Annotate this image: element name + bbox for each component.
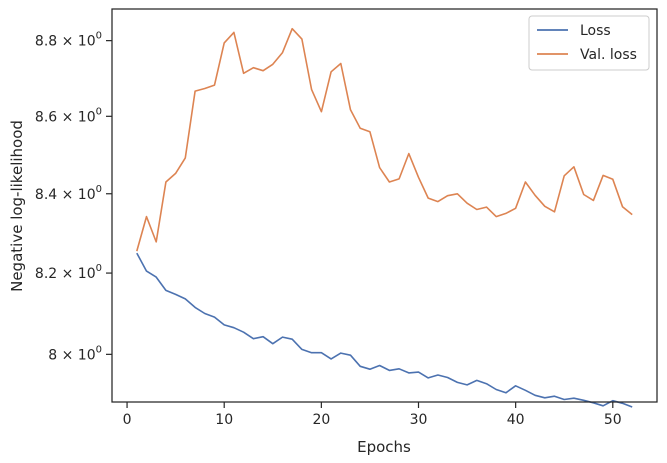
plot-frame: [111, 8, 658, 403]
series-line-loss: [136, 252, 633, 408]
x-tick-label: 50: [604, 412, 622, 428]
y-tick-label: 8.8 × 100: [35, 31, 102, 50]
x-tick-label: 0: [123, 412, 132, 428]
legend-label-loss: Loss: [580, 23, 611, 39]
legend-label-val-loss: Val. loss: [580, 47, 637, 63]
x-tick-label: 10: [215, 412, 233, 428]
x-tick-label: 40: [507, 412, 525, 428]
tick-layer: 0 10 20 30 40 50 8 × 100 8.2 × 100 8.4 × 100 8.6 …: [35, 31, 622, 428]
y-tick-label: 8.4 × 100: [35, 184, 102, 203]
x-tick-label: 20: [312, 412, 330, 428]
y-tick-label: 8.2 × 100: [35, 263, 102, 282]
x-tick-label: 30: [410, 412, 428, 428]
y-tick-label: 8 × 100: [48, 344, 102, 363]
series-layer: [136, 27, 633, 408]
x-axis-label: Epochs: [357, 438, 411, 456]
y-axis-label: Negative log-likelihood: [8, 120, 26, 292]
legend: Loss Val. loss: [528, 15, 650, 71]
series-line-val-loss: [136, 27, 633, 252]
y-tick-label: 8.6 × 100: [35, 106, 102, 125]
